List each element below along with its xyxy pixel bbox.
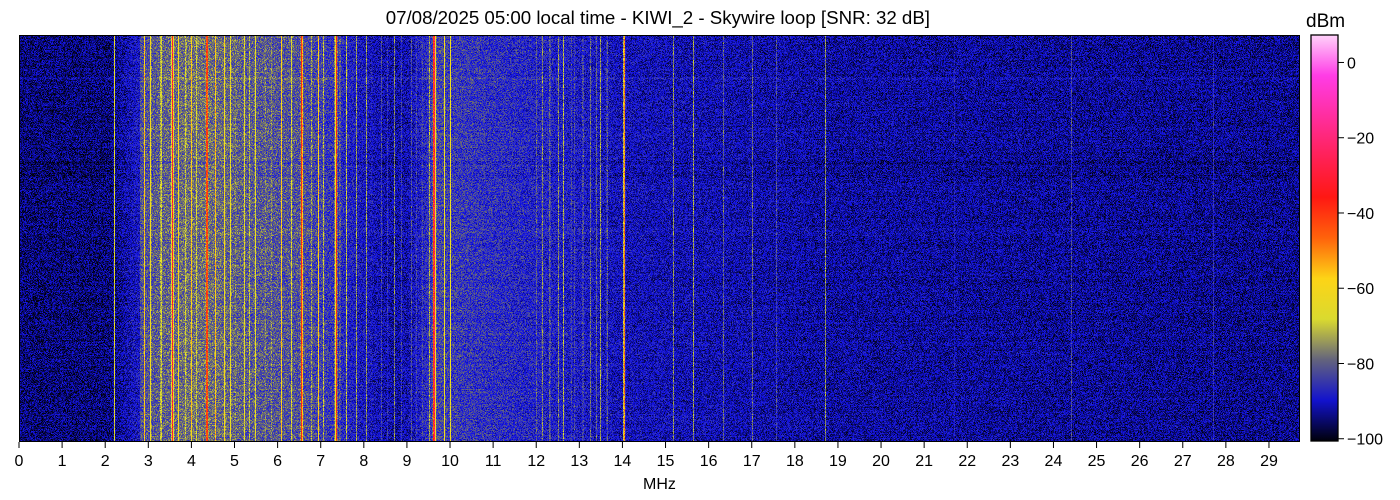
svg-text:20: 20 [872,453,890,470]
svg-text:12: 12 [527,453,545,470]
svg-text:25: 25 [1088,453,1106,470]
svg-text:4: 4 [187,453,196,470]
svg-text:21: 21 [915,453,933,470]
svg-text:10: 10 [441,453,459,470]
svg-text:15: 15 [657,453,675,470]
svg-text:19: 19 [829,453,847,470]
svg-text:11: 11 [485,453,502,470]
svg-text:7: 7 [316,453,325,470]
svg-text:26: 26 [1131,453,1149,470]
svg-text:18: 18 [786,453,804,470]
svg-text:0: 0 [1347,55,1356,72]
svg-text:28: 28 [1217,453,1235,470]
svg-text:1: 1 [58,453,67,470]
svg-text:MHz: MHz [643,476,676,493]
svg-text:dBm: dBm [1306,11,1345,32]
svg-text:2: 2 [101,453,110,470]
svg-text:−60: −60 [1347,281,1374,298]
svg-text:6: 6 [273,453,282,470]
svg-text:27: 27 [1174,453,1192,470]
svg-text:17: 17 [743,453,761,470]
svg-text:0: 0 [15,453,24,470]
svg-text:24: 24 [1045,453,1063,470]
svg-text:16: 16 [700,453,718,470]
svg-text:−20: −20 [1347,131,1374,148]
svg-text:9: 9 [402,453,411,470]
svg-text:22: 22 [958,453,976,470]
svg-text:14: 14 [614,453,632,470]
svg-text:23: 23 [1001,453,1019,470]
svg-text:29: 29 [1260,453,1278,470]
svg-text:−80: −80 [1347,356,1374,373]
svg-text:13: 13 [570,453,588,470]
svg-text:−40: −40 [1347,206,1374,223]
svg-text:5: 5 [230,453,239,470]
svg-text:8: 8 [359,453,368,470]
svg-text:3: 3 [144,453,153,470]
svg-text:−100: −100 [1347,432,1383,449]
